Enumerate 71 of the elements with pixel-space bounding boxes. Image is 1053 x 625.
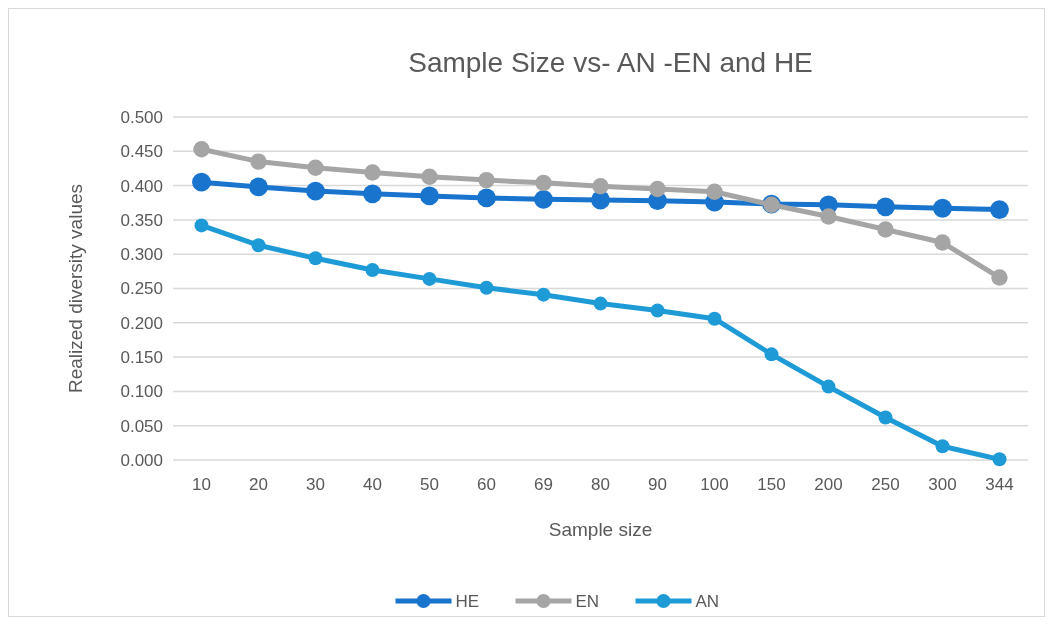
legend-label: HE: [455, 591, 480, 611]
point: [992, 452, 1007, 467]
point: [306, 181, 325, 201]
point: [363, 184, 382, 204]
point: [308, 251, 323, 266]
point: [592, 178, 609, 195]
legend-label: EN: [575, 591, 600, 611]
x-tick-label: 10: [192, 475, 211, 494]
point: [933, 198, 952, 218]
point: [477, 188, 496, 208]
y-tick-label: 0.150: [120, 348, 163, 368]
point: [251, 238, 266, 253]
point: [249, 177, 268, 197]
point: [250, 153, 267, 170]
point: [707, 311, 722, 326]
point: [364, 164, 381, 181]
point: [764, 347, 779, 362]
x-tick-label: 20: [249, 475, 268, 494]
x-tick-label: 90: [648, 475, 667, 494]
x-tick-label: 80: [591, 475, 610, 494]
legend-label: AN: [695, 591, 720, 611]
point: [990, 200, 1009, 220]
y-tick-label: 0.000: [120, 450, 163, 470]
point: [593, 296, 608, 311]
x-tick-label: 40: [363, 475, 382, 494]
point: [706, 183, 723, 200]
point: [991, 269, 1008, 286]
y-tick-label: 0.100: [120, 382, 163, 402]
y-tick-label: 0.050: [120, 416, 163, 436]
x-tick-label: 30: [306, 475, 325, 494]
chart-title: Sample Size vs- AN -EN and HE: [408, 47, 813, 78]
x-tick-label: 60: [477, 475, 496, 494]
point: [820, 208, 837, 225]
point: [934, 234, 951, 251]
y-tick-label: 0.400: [120, 176, 163, 196]
point: [877, 221, 894, 238]
y-tick-label: 0.200: [120, 313, 163, 333]
x-tick-label: 300: [928, 475, 957, 494]
point: [479, 280, 494, 295]
point: [193, 141, 210, 158]
x-tick-label: 69: [534, 475, 553, 494]
point: [194, 218, 209, 233]
point: [307, 159, 324, 176]
point: [192, 172, 211, 192]
point: [421, 168, 438, 185]
point: [536, 287, 551, 302]
y-tick-label: 0.250: [120, 279, 163, 299]
y-tick-label: 0.350: [120, 210, 163, 230]
point: [878, 410, 893, 425]
point: [420, 186, 439, 206]
point: [534, 189, 553, 209]
point: [935, 439, 950, 454]
x-tick-label: 50: [420, 475, 439, 494]
point: [535, 174, 552, 192]
x-axis-title: Sample size: [548, 519, 653, 540]
point: [649, 180, 666, 198]
x-tick-label: 200: [814, 475, 843, 494]
y-tick-label: 0.500: [120, 107, 163, 127]
x-tick-label: 250: [871, 475, 900, 494]
point: [821, 379, 836, 394]
point: [365, 262, 380, 277]
point: [422, 271, 437, 286]
x-tick-label: 100: [700, 475, 729, 494]
point: [876, 197, 895, 217]
x-tick-label: 344: [985, 475, 1014, 494]
x-tick-label: 150: [757, 475, 786, 494]
point: [650, 303, 665, 318]
y-axis-title: Realized diversity values: [65, 183, 86, 394]
y-tick-label: 0.450: [120, 142, 163, 162]
y-tick-label: 0.300: [120, 245, 163, 265]
point: [478, 171, 495, 189]
